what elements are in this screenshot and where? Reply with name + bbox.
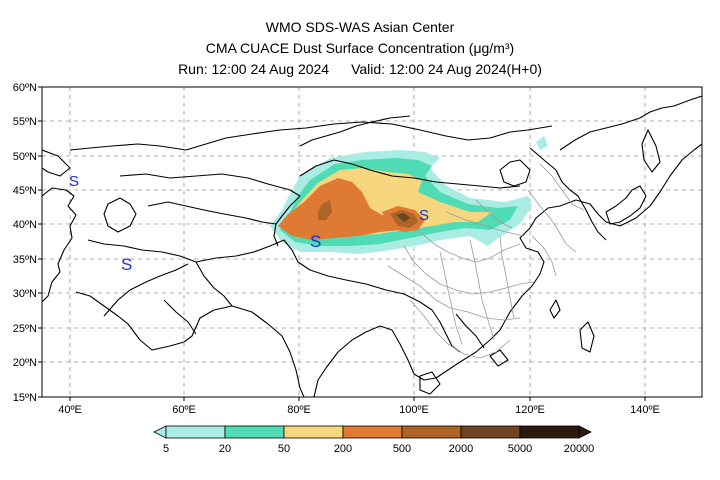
coastline (605, 185, 647, 225)
coastline (419, 371, 441, 395)
dust-concentration-field (270, 136, 548, 254)
colorbar-label: 5 (163, 443, 169, 455)
dust-level-200 (278, 178, 405, 240)
lat-label: 45ºN (13, 185, 37, 197)
title-center: WMO SDS-WAS Asian Center (265, 19, 455, 35)
coastline (42, 149, 71, 177)
title-product: CMA CUACE Dust Surface Concentration (μg… (205, 40, 515, 56)
dust-level-5 (536, 136, 548, 150)
dust-symbol: S (69, 173, 79, 190)
colorbar-arrow-low (153, 425, 167, 439)
colorbar-arrow-high (578, 425, 592, 439)
colorbar-label: 200 (334, 443, 352, 455)
dust-level-500 (318, 200, 332, 220)
country-border (299, 159, 521, 189)
lat-label: 40ºN (13, 219, 37, 231)
colorbar-label: 50 (278, 443, 290, 455)
country-border (419, 301, 461, 353)
valid-time: Valid: 12:00 24 Aug 2024(H+0) (351, 61, 542, 77)
coastline (489, 349, 509, 367)
run-time: Run: 12:00 24 Aug 2024 (178, 61, 330, 77)
colorbar-segment (283, 425, 344, 439)
province-boundaries (387, 163, 585, 359)
country-border (119, 173, 301, 197)
dust-storm-symbols: S S S S (69, 173, 429, 274)
lat-label: 50ºN (13, 151, 37, 163)
lon-label: 140ºE (630, 404, 660, 416)
coastline (75, 291, 305, 397)
country-border (529, 147, 557, 171)
dust-level-2000 (396, 213, 410, 222)
country-border (455, 313, 485, 349)
map-frame (41, 86, 703, 398)
coastline (639, 95, 702, 119)
colorbar-label: 20 (219, 443, 231, 455)
lon-labels: 40ºE 60ºE 80ºE 100ºE 120ºE 140ºE (58, 404, 660, 416)
country-border (103, 263, 189, 317)
dust-symbol: S (121, 255, 132, 274)
coastline (313, 143, 702, 397)
lat-label: 15ºN (13, 392, 37, 404)
lat-label: 30ºN (13, 288, 37, 300)
colorbar-segment (165, 425, 226, 439)
country-border (147, 201, 277, 225)
coastline (299, 115, 411, 147)
colorbar-label: 20000 (564, 443, 595, 455)
lat-label: 60ºN (13, 82, 37, 94)
boundaries (42, 95, 702, 397)
lon-label: 80ºE (287, 404, 311, 416)
country-border (163, 299, 197, 335)
lon-label: 40ºE (58, 404, 82, 416)
colorbar: 5 20 50 200 500 2000 5000 20000 (153, 425, 595, 455)
coastline (579, 321, 595, 353)
country-border (69, 121, 553, 151)
lat-label: 35ºN (13, 254, 37, 266)
lat-label: 20ºN (13, 357, 37, 369)
lon-label: 100ºE (399, 404, 429, 416)
lon-label: 120ºE (515, 404, 545, 416)
colorbar-segment (224, 425, 285, 439)
country-border (195, 239, 421, 303)
dust-symbol: S (419, 207, 429, 224)
colorbar-label: 2000 (449, 443, 473, 455)
colorbar-segment (342, 425, 403, 439)
lon-label: 60ºE (172, 404, 196, 416)
colorbar-segment (401, 425, 462, 439)
coastline (499, 159, 531, 187)
lat-labels: 60ºN 55ºN 50ºN 45ºN 40ºN 35ºN 30ºN 25ºN … (13, 82, 37, 404)
dust-symbol: S (310, 232, 321, 251)
title-time: Run: 12:00 24 Aug 2024 Valid: 12:00 24 Au… (0, 60, 720, 78)
coastline (555, 169, 607, 241)
country-border (87, 239, 197, 263)
country-border (273, 195, 301, 247)
coastline (549, 299, 561, 319)
country-border (195, 261, 233, 307)
coastline (103, 197, 137, 233)
colorbar-segment (460, 425, 521, 439)
colorbar-label: 500 (393, 443, 411, 455)
coastline (641, 129, 661, 173)
colorbar-segment (519, 425, 580, 439)
lat-label: 55ºN (13, 116, 37, 128)
colorbar-label: 5000 (508, 443, 532, 455)
coastline (42, 187, 77, 303)
lat-label: 25ºN (13, 323, 37, 335)
coastline (559, 117, 641, 151)
frame-ticks (38, 86, 646, 401)
